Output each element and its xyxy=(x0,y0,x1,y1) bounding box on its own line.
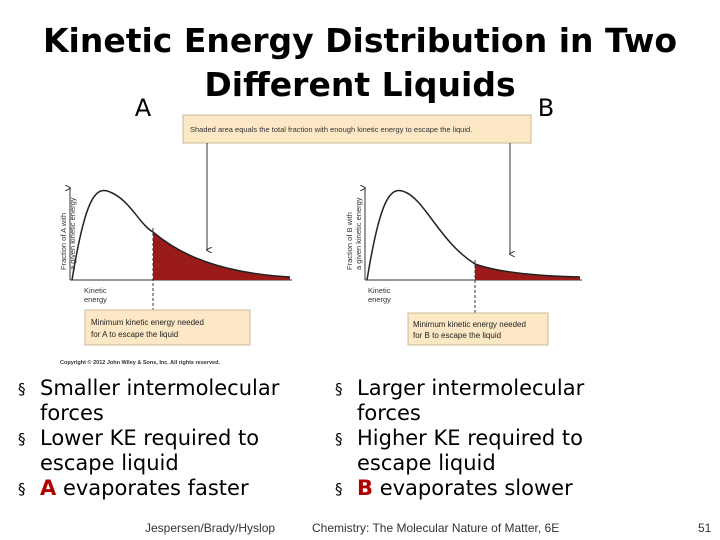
bullet-text: evaporates faster xyxy=(56,476,249,500)
bullet-item: Larger intermolecular forces xyxy=(335,376,610,426)
x-label: Kinetic xyxy=(84,286,107,295)
note-text: Minimum kinetic energy needed xyxy=(413,320,526,329)
bullet-item: Lower KE required to escape liquid xyxy=(18,426,288,476)
footer-authors: Jespersen/Brady/Hyslop xyxy=(145,521,276,535)
x-label: Kinetic xyxy=(368,286,391,295)
bullet-emphasis: A xyxy=(40,476,57,500)
note-box xyxy=(84,309,251,346)
copyright: Copyright © 2012 John Wiley & Sons, Inc.… xyxy=(60,359,220,366)
x-label: energy xyxy=(368,295,391,304)
shaded-area xyxy=(475,264,580,280)
bullet-text: evaporates slower xyxy=(373,476,573,500)
bullet-list: Smaller intermolecular forcesLower KE re… xyxy=(18,376,288,502)
shaded-area xyxy=(153,232,290,280)
title-line: Different Liquids xyxy=(204,65,515,104)
panel-a: Fraction of A with a given kinetic energ… xyxy=(59,188,292,346)
note-box xyxy=(407,312,549,346)
x-label: energy xyxy=(84,295,107,304)
page-number: 51 xyxy=(698,521,712,535)
curve xyxy=(71,189,291,281)
bullet-item: Higher KE required to escape liquid xyxy=(335,426,610,476)
bullet-text: Smaller intermolecular forces xyxy=(40,376,280,425)
banner-box xyxy=(182,114,532,144)
bullet-text: Larger intermolecular forces xyxy=(357,376,585,425)
note-text: for B to escape the liquid xyxy=(413,331,501,340)
bullet-list: Larger intermolecular forcesHigher KE re… xyxy=(335,376,610,502)
label-a: A xyxy=(135,94,152,122)
banner-text: Shaded area equals the total fraction wi… xyxy=(190,125,472,134)
label-b: B xyxy=(538,94,554,122)
bullet-item: A evaporates faster xyxy=(18,476,288,502)
bullet-item: Smaller intermolecular forces xyxy=(18,376,288,426)
y-label: a given kinetic energy xyxy=(354,197,363,270)
bullet-item: B evaporates slower xyxy=(335,476,610,502)
bullet-emphasis: B xyxy=(357,476,374,500)
curve xyxy=(366,189,581,281)
bullet-text: Higher KE required to escape liquid xyxy=(357,426,583,475)
panel-b: Fraction of B with a given kinetic energ… xyxy=(345,188,582,346)
footer-book: Chemistry: The Molecular Nature of Matte… xyxy=(312,521,560,535)
note-text: for A to escape the liquid xyxy=(91,330,178,339)
bullet-text: Lower KE required to escape liquid xyxy=(40,426,260,475)
title-line: Kinetic Energy Distribution in Two xyxy=(43,21,677,60)
y-label: Fraction of A with xyxy=(59,213,68,270)
note-text: Minimum kinetic energy needed xyxy=(91,318,204,327)
y-label: a given kinetic energy xyxy=(68,197,77,270)
y-label: Fraction of B with xyxy=(345,212,354,270)
